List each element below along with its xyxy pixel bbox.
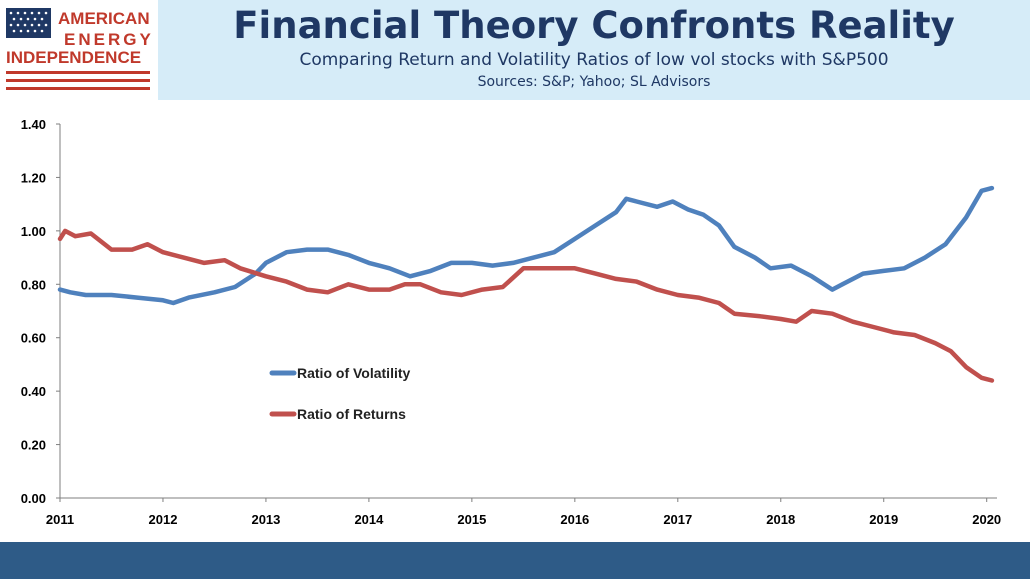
y-tick-labels: 0.00 0.20 0.40 0.60 0.80 1.00 1.20 1.40 xyxy=(21,117,60,506)
y-tick-label: 0.60 xyxy=(21,331,46,346)
series-line-2 xyxy=(57,228,995,383)
logo: AMERICAN ENERGY INDEPENDENCE xyxy=(0,0,158,100)
y-tick-label: 0.40 xyxy=(21,384,46,399)
y-tick-label: 1.40 xyxy=(21,117,46,132)
x-tick-label: 2015 xyxy=(457,512,486,527)
x-tick-label: 2011 xyxy=(46,512,74,527)
line-chart: 0.000.200.400.600.801.001.201.40 2011 201… xyxy=(21,117,1001,527)
x-tick-label: 2018 xyxy=(766,512,795,527)
page-title: Financial Theory Confronts Reality xyxy=(233,4,955,47)
legend-label: Ratio of Returns xyxy=(297,406,406,422)
y-tick-label: 0.80 xyxy=(21,277,46,292)
legend-label: Ratio of Volatility xyxy=(297,365,411,381)
chart-legend: Ratio of Volatility Ratio of Returns xyxy=(269,365,411,422)
flag-icon xyxy=(6,8,51,38)
logo-graphic: AMERICAN ENERGY INDEPENDENCE xyxy=(6,8,154,90)
y-tick-label: 1.00 xyxy=(21,224,46,239)
x-tick-label: 2016 xyxy=(560,512,589,527)
footer-bar xyxy=(0,542,1030,579)
series-line-1 xyxy=(57,185,995,306)
y-tick-label: 0.00 xyxy=(21,491,46,506)
logo-line3: INDEPENDENCE xyxy=(6,48,141,67)
header-band xyxy=(158,0,1030,100)
chart-series xyxy=(57,185,995,383)
x-tick-label: 2013 xyxy=(251,512,280,527)
x-tick-label: 2020 xyxy=(972,512,1001,527)
logo-line2: ENERGY xyxy=(64,30,154,49)
x-tick-label: 2014 xyxy=(354,512,384,527)
y-tick-label: 0.20 xyxy=(21,438,46,453)
x-tick-label: 2019 xyxy=(869,512,898,527)
logo-line1: AMERICAN xyxy=(58,9,150,28)
logo-stripes xyxy=(6,71,150,90)
y-tick-label: 1.20 xyxy=(21,170,46,185)
x-tick-label: 2012 xyxy=(149,512,178,527)
page-subtitle: Comparing Return and Volatility Ratios o… xyxy=(299,50,889,70)
chart-axes xyxy=(59,124,997,499)
sources-note: Sources: S&P; Yahoo; SL Advisors xyxy=(477,74,711,90)
x-tick-labels: 2011 2012 2013 2014 2015 2016 2017 2018 2019 2020 xyxy=(46,498,1001,527)
x-tick-label: 2017 xyxy=(663,512,692,527)
